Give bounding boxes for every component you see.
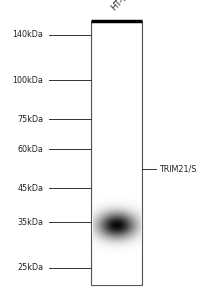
Text: 45kDa: 45kDa xyxy=(17,184,43,193)
Text: TRIM21/SS-A: TRIM21/SS-A xyxy=(159,164,197,173)
Text: 75kDa: 75kDa xyxy=(17,115,43,124)
Text: 100kDa: 100kDa xyxy=(12,76,43,85)
Text: 25kDa: 25kDa xyxy=(17,263,43,272)
Text: 35kDa: 35kDa xyxy=(17,218,43,227)
Text: HT-1080: HT-1080 xyxy=(109,0,141,12)
Bar xyxy=(91,21,142,285)
Text: 140kDa: 140kDa xyxy=(12,30,43,39)
Text: 60kDa: 60kDa xyxy=(18,145,43,154)
